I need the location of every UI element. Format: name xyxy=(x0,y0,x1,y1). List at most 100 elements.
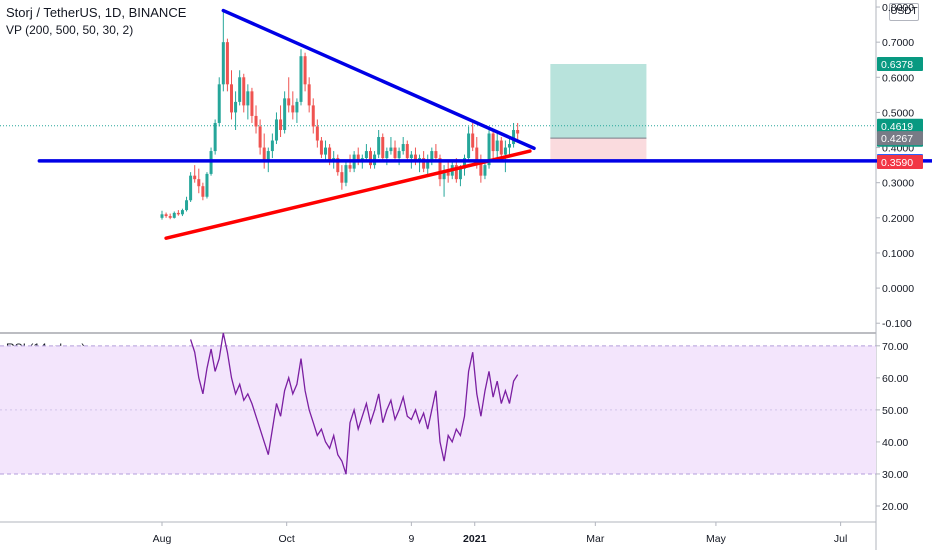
candle-77[interactable] xyxy=(475,147,479,162)
candle-3[interactable] xyxy=(172,212,176,218)
candle-7[interactable] xyxy=(189,175,193,201)
price-tick-label: 0.3000 xyxy=(882,178,914,190)
candle-59[interactable] xyxy=(401,144,405,152)
candle-10[interactable] xyxy=(201,186,205,197)
candle-29[interactable] xyxy=(279,119,283,130)
candle-65[interactable] xyxy=(426,161,430,169)
candle-48[interactable] xyxy=(356,154,360,162)
candle-74[interactable] xyxy=(463,158,467,169)
candle-41[interactable] xyxy=(328,147,332,162)
candle-18[interactable] xyxy=(234,101,238,113)
rsi-tick-label: 20.00 xyxy=(882,501,908,513)
candle-58[interactable] xyxy=(397,151,401,159)
candle-9[interactable] xyxy=(197,179,201,187)
candle-8[interactable] xyxy=(193,175,197,180)
price-badge-label: 0.4267 xyxy=(881,133,913,145)
candle-27[interactable] xyxy=(270,140,274,152)
rsi-line[interactable] xyxy=(189,332,519,475)
candle-67[interactable] xyxy=(434,151,438,159)
candle-80[interactable] xyxy=(487,133,491,166)
candle-81[interactable] xyxy=(491,133,495,152)
price-badge-5[interactable] xyxy=(877,154,923,169)
candle-44[interactable] xyxy=(340,172,344,183)
candle-86[interactable] xyxy=(512,129,516,145)
candle-15[interactable] xyxy=(221,42,225,85)
candle-40[interactable] xyxy=(324,147,328,155)
candle-0[interactable] xyxy=(160,214,164,218)
candle-72[interactable] xyxy=(454,165,458,180)
candle-53[interactable] xyxy=(377,137,381,155)
candle-11[interactable] xyxy=(205,173,209,197)
candle-39[interactable] xyxy=(319,140,323,155)
candle-87[interactable] xyxy=(516,129,520,134)
candle-57[interactable] xyxy=(393,147,397,159)
candle-36[interactable] xyxy=(307,84,311,106)
candle-84[interactable] xyxy=(503,147,507,155)
candle-20[interactable] xyxy=(242,77,246,106)
currency-button[interactable]: USDT xyxy=(889,3,919,21)
position-loss-zone[interactable] xyxy=(550,138,647,162)
candle-34[interactable] xyxy=(299,56,303,102)
candle-79[interactable] xyxy=(483,165,487,176)
candle-62[interactable] xyxy=(413,154,417,162)
candle-54[interactable] xyxy=(381,137,385,159)
price-badge-0[interactable] xyxy=(877,57,923,72)
candle-78[interactable] xyxy=(479,161,483,176)
candle-66[interactable] xyxy=(430,151,434,162)
candle-35[interactable] xyxy=(303,56,307,85)
candle-85[interactable] xyxy=(507,144,511,148)
price-badge-1[interactable] xyxy=(877,118,923,133)
candle-60[interactable] xyxy=(405,144,409,159)
candle-46[interactable] xyxy=(348,165,352,169)
candle-68[interactable] xyxy=(438,158,442,180)
candle-82[interactable] xyxy=(495,140,499,152)
candle-33[interactable] xyxy=(295,101,299,113)
trendline-upper[interactable] xyxy=(221,8,536,151)
candle-26[interactable] xyxy=(266,151,270,162)
candle-32[interactable] xyxy=(291,105,295,113)
candle-30[interactable] xyxy=(283,98,287,130)
candle-1[interactable] xyxy=(164,214,168,217)
candle-56[interactable] xyxy=(389,147,393,152)
candle-13[interactable] xyxy=(213,122,217,152)
candle-5[interactable] xyxy=(180,210,184,215)
time-tick-label: May xyxy=(706,533,727,545)
candle-76[interactable] xyxy=(471,133,475,148)
candle-4[interactable] xyxy=(176,212,180,215)
candle-55[interactable] xyxy=(385,151,389,159)
candle-38[interactable] xyxy=(315,126,319,141)
candle-70[interactable] xyxy=(446,172,450,176)
candle-19[interactable] xyxy=(238,77,242,102)
candle-31[interactable] xyxy=(287,98,291,106)
price-tick-label: 0.6000 xyxy=(882,72,914,84)
candle-16[interactable] xyxy=(225,42,229,85)
candle-51[interactable] xyxy=(368,151,372,166)
candle-28[interactable] xyxy=(274,119,278,141)
candle-23[interactable] xyxy=(254,115,258,127)
candle-73[interactable] xyxy=(458,168,462,180)
candle-6[interactable] xyxy=(185,200,189,211)
candle-37[interactable] xyxy=(311,105,315,127)
candle-75[interactable] xyxy=(467,133,471,159)
candle-64[interactable] xyxy=(422,158,426,169)
candle-14[interactable] xyxy=(217,84,221,123)
candle-25[interactable] xyxy=(262,147,266,162)
candle-69[interactable] xyxy=(442,172,446,180)
candle-22[interactable] xyxy=(250,91,254,116)
candle-61[interactable] xyxy=(409,154,413,159)
candle-17[interactable] xyxy=(229,84,233,113)
candle-45[interactable] xyxy=(344,165,348,183)
trendline-lower[interactable] xyxy=(164,149,532,240)
price-badge-3[interactable] xyxy=(877,131,923,146)
candle-24[interactable] xyxy=(258,126,262,148)
indicator-label[interactable]: VP (200, 500, 50, 30, 2) xyxy=(6,23,134,37)
position-profit-zone[interactable] xyxy=(550,64,647,139)
time-tick-label: Jul xyxy=(834,533,847,545)
candle-43[interactable] xyxy=(336,158,340,173)
candle-2[interactable] xyxy=(168,216,172,218)
rsi-tick-label: 30.00 xyxy=(882,469,908,481)
candle-21[interactable] xyxy=(246,91,250,106)
candle-50[interactable] xyxy=(364,151,368,159)
candle-83[interactable] xyxy=(499,140,503,155)
